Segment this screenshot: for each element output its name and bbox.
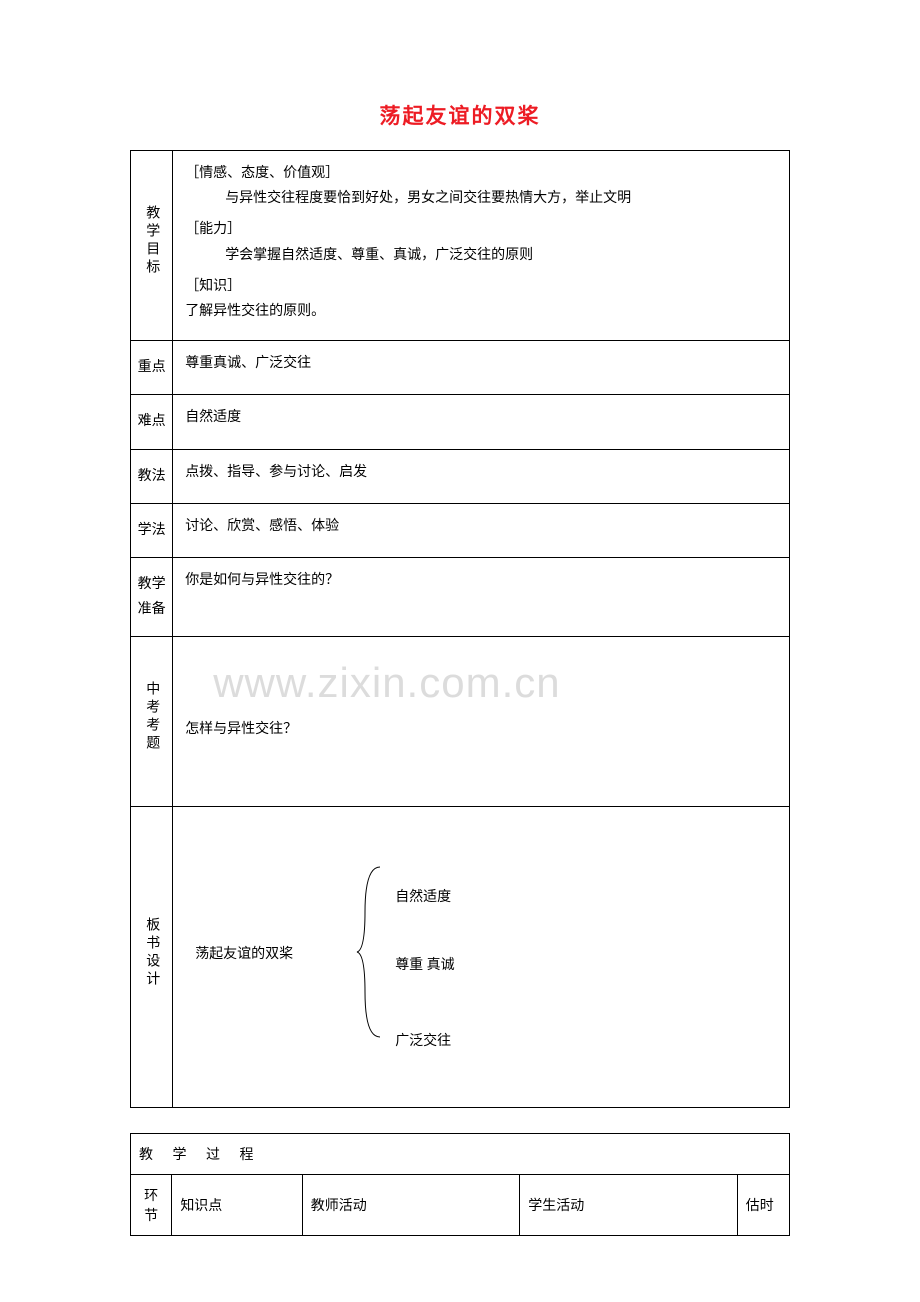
exam-content-cell: www.zixin.com.cn 怎样与异性交往？	[173, 637, 790, 807]
keypoint-content: 尊重真诚、广泛交往	[173, 341, 790, 395]
board-label: 板书设计	[131, 807, 173, 1108]
difficulty-content: 自然适度	[173, 395, 790, 449]
document-title: 荡起友谊的双桨	[130, 100, 790, 130]
difficulty-row: 难点 自然适度	[131, 395, 790, 449]
process-header-row: 教 学 过 程	[131, 1134, 790, 1175]
teach-method-label: 教法	[131, 449, 173, 503]
lesson-plan-table: 教学目标 ［情感、态度、价值观］ 与异性交往程度要恰到好处，男女之间交往要热情大…	[130, 150, 790, 1108]
exam-row: 中考考题 www.zixin.com.cn 怎样与异性交往？	[131, 637, 790, 807]
goal-knowledge-header: ［知识］	[185, 274, 777, 299]
prep-content: 你是如何与异性交往的？	[173, 557, 790, 636]
bracket-icon	[355, 862, 385, 1042]
learn-method-content: 讨论、欣赏、感悟、体验	[173, 503, 790, 557]
exam-content: 怎样与异性交往？	[185, 647, 777, 742]
board-item-1: 自然适度	[395, 885, 451, 910]
prep-label: 教学准备	[131, 557, 173, 636]
process-header: 教 学 过 程	[131, 1134, 790, 1175]
col-teacher: 教师活动	[302, 1175, 519, 1236]
prep-row: 教学准备 你是如何与异性交往的？	[131, 557, 790, 636]
keypoint-label: 重点	[131, 341, 173, 395]
col-stage: 环节	[131, 1175, 172, 1236]
goal-ability-header: ［能力］	[185, 217, 777, 242]
teach-method-row: 教法 点拨、指导、参与讨论、启发	[131, 449, 790, 503]
goal-ability-body: 学会掌握自然适度、尊重、真诚，广泛交往的原则	[185, 243, 777, 268]
learn-method-row: 学法 讨论、欣赏、感悟、体验	[131, 503, 790, 557]
process-columns-row: 环节 知识点 教师活动 学生活动 估时	[131, 1175, 790, 1236]
teach-method-content: 点拨、指导、参与讨论、启发	[173, 449, 790, 503]
board-item-3: 广泛交往	[395, 1029, 451, 1054]
goal-knowledge-body: 了解异性交往的原则。	[185, 299, 777, 324]
board-main-text: 荡起友谊的双桨	[195, 942, 293, 967]
goal-emotion-body: 与异性交往程度要恰到好处，男女之间交往要热情大方，举止文明	[185, 186, 777, 211]
col-knowledge: 知识点	[172, 1175, 302, 1236]
difficulty-label: 难点	[131, 395, 173, 449]
board-content: 荡起友谊的双桨 自然适度 尊重 真诚 广泛交往	[173, 807, 790, 1108]
goals-row: 教学目标 ［情感、态度、价值观］ 与异性交往程度要恰到好处，男女之间交往要热情大…	[131, 151, 790, 341]
keypoint-row: 重点 尊重真诚、广泛交往	[131, 341, 790, 395]
goal-emotion-header: ［情感、态度、价值观］	[185, 161, 777, 186]
board-item-2: 尊重 真诚	[395, 953, 455, 978]
col-time: 估时	[737, 1175, 789, 1236]
learn-method-label: 学法	[131, 503, 173, 557]
exam-label: 中考考题	[131, 637, 173, 807]
board-design-row: 板书设计 荡起友谊的双桨 自然适度 尊重 真诚 广泛交往	[131, 807, 790, 1108]
goals-label: 教学目标	[131, 151, 173, 341]
col-student: 学生活动	[520, 1175, 737, 1236]
goals-content: ［情感、态度、价值观］ 与异性交往程度要恰到好处，男女之间交往要热情大方，举止文…	[173, 151, 790, 341]
teaching-process-table: 教 学 过 程 环节 知识点 教师活动 学生活动 估时	[130, 1133, 790, 1236]
